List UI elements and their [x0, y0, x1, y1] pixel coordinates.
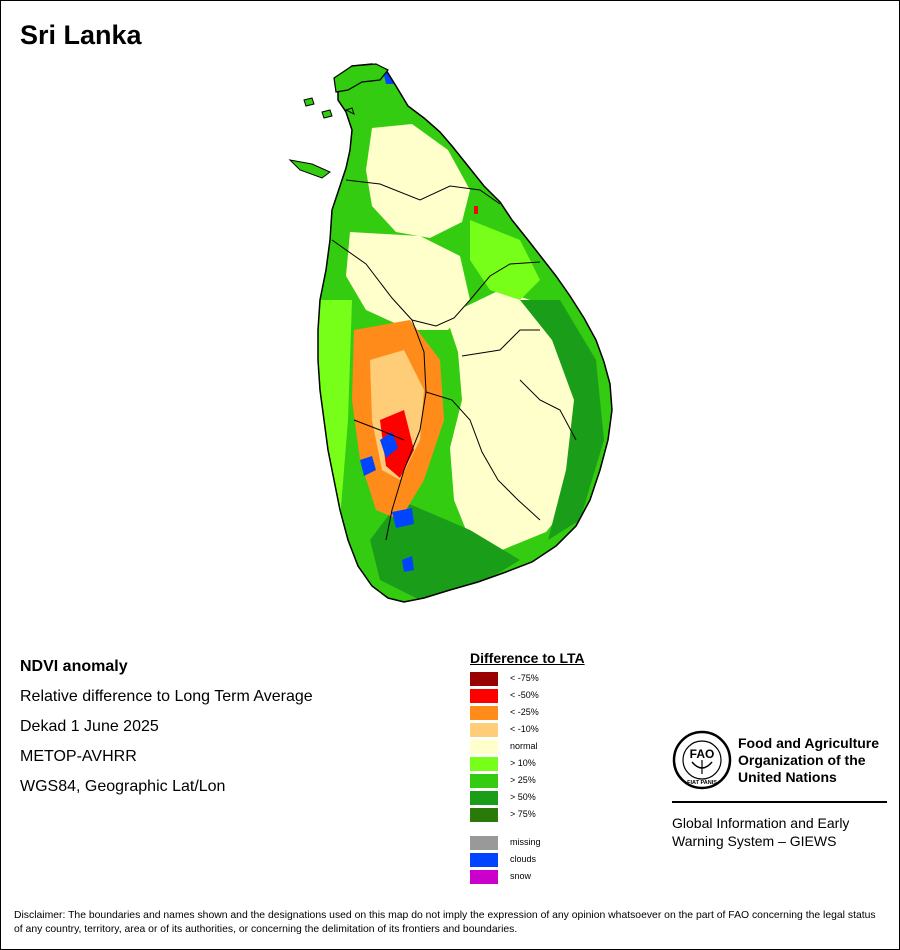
- giews-line: Warning System – GIEWS: [672, 833, 837, 849]
- ndvi-map: [288, 63, 613, 603]
- legend-label: missing: [510, 837, 541, 847]
- organization-name-line: Organization of the: [738, 752, 866, 768]
- legend-swatch: [470, 836, 498, 850]
- legend: Difference to LTA < -75% < -50% < -25% <…: [470, 650, 585, 884]
- organization-name: Food and Agriculture Organization of the…: [738, 735, 879, 786]
- legend-title: Difference to LTA: [470, 650, 585, 666]
- legend-label: > 50%: [510, 792, 536, 802]
- map-info: NDVI anomaly Relative difference to Long…: [20, 656, 313, 806]
- legend-label: normal: [510, 741, 538, 751]
- legend-swatch: [470, 774, 498, 788]
- mannar-island: [288, 159, 331, 179]
- legend-swatch: [470, 706, 498, 720]
- organization-name-line: United Nations: [738, 769, 837, 785]
- jaffna-peninsula: [333, 63, 389, 93]
- island-land: [318, 64, 612, 602]
- fao-logo-motto: FIAT PANIS: [687, 780, 717, 786]
- map-title: Sri Lanka: [20, 20, 142, 50]
- legend-swatch: [470, 723, 498, 737]
- small-islands: [303, 97, 355, 119]
- legend-label: < -10%: [510, 724, 539, 734]
- giews-line: Global Information and Early: [672, 815, 850, 831]
- legend-swatch: [470, 808, 498, 822]
- info-projection: WGS84, Geographic Lat/Lon: [20, 778, 226, 795]
- disclaimer: Disclaimer: The boundaries and names sho…: [14, 910, 876, 935]
- legend-label: > 10%: [510, 758, 536, 768]
- legend-swatch: [470, 853, 498, 867]
- giews-name: Global Information and Early Warning Sys…: [672, 814, 849, 850]
- legend-swatch: [470, 870, 498, 884]
- legend-swatch: [470, 672, 498, 686]
- legend-label: > 25%: [510, 775, 536, 785]
- organization-name-line: Food and Agriculture: [738, 735, 880, 751]
- info-product: NDVI anomaly: [20, 658, 128, 675]
- legend-label: < -75%: [510, 673, 539, 683]
- fao-logo-icon: FAO FIAT PANIS: [672, 730, 732, 790]
- legend-label: < -25%: [510, 707, 539, 717]
- info-description: Relative difference to Long Term Average: [20, 688, 313, 705]
- province-boundaries: [331, 179, 577, 541]
- legend-label: snow: [510, 871, 532, 881]
- info-period: Dekad 1 June 2025: [20, 718, 159, 735]
- legend-label: < -50%: [510, 690, 539, 700]
- legend-swatch: [470, 740, 498, 754]
- legend-swatch: [470, 689, 498, 703]
- fao-logo-text: FAO: [690, 747, 715, 761]
- logo-divider: [672, 801, 887, 803]
- legend-swatch: [470, 791, 498, 805]
- legend-swatch: [470, 757, 498, 771]
- legend-label: > 75%: [510, 809, 536, 819]
- info-sensor: METOP-AVHRR: [20, 748, 137, 765]
- legend-label: clouds: [510, 854, 537, 864]
